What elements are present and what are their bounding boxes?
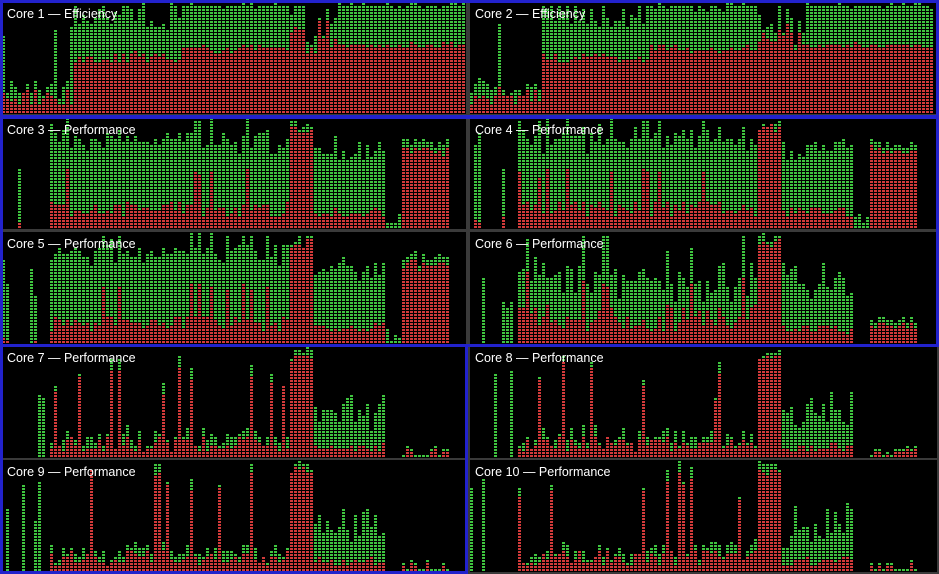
usage-history-graph: [2, 3, 465, 113]
core-2-panel: Core 2 — Efficiency: [470, 2, 937, 114]
core-2-title: Core 2 — Efficiency: [475, 6, 585, 22]
core-6-panel: Core 6 — Performance: [470, 232, 937, 344]
core-10-panel: Core 10 — Performance: [470, 460, 937, 572]
core-10-title: Core 10 — Performance: [475, 464, 610, 480]
usage-history-graph: [470, 3, 933, 113]
core-5-panel: Core 5 — Performance: [2, 232, 466, 344]
core-7-panel: Core 7 — Performance: [2, 346, 466, 458]
core-3-title: Core 3 — Performance: [7, 122, 136, 138]
usage-history-graph: [470, 461, 917, 571]
core-8-title: Core 8 — Performance: [475, 350, 604, 366]
usage-history-graph: [38, 347, 449, 457]
usage-history-graph: [482, 233, 917, 343]
core-3-panel: Core 3 — Performance: [2, 118, 466, 229]
core-4-panel: Core 4 — Performance: [470, 118, 937, 229]
usage-history-graph: [494, 350, 917, 457]
core-6-title: Core 6 — Performance: [475, 236, 604, 252]
usage-history-graph: [2, 233, 449, 343]
core-5-title: Core 5 — Performance: [7, 236, 136, 252]
core-1-title: Core 1 — Efficiency: [7, 6, 117, 22]
usage-history-graph: [18, 118, 449, 228]
core-8-panel: Core 8 — Performance: [470, 346, 937, 458]
core-9-title: Core 9 — Performance: [7, 464, 136, 480]
usage-history-graph: [6, 461, 449, 571]
usage-history-graph: [474, 118, 917, 228]
core-9-panel: Core 9 — Performance: [2, 460, 466, 572]
core-7-title: Core 7 — Performance: [7, 350, 136, 366]
core-4-title: Core 4 — Performance: [475, 122, 604, 138]
core-1-panel: Core 1 — Efficiency: [2, 2, 466, 114]
